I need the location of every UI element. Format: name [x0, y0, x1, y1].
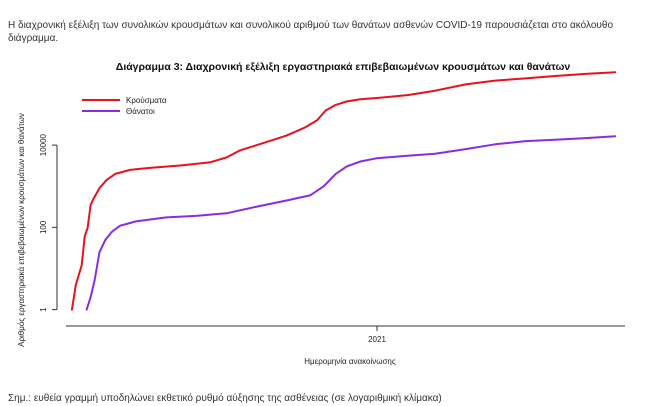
y-axis-label: Αριθμός εργαστηριακά επιβεβαιωμένων κρου… [17, 113, 26, 347]
x-axis-label: Ημερομηνία ανακοίνωσης [304, 357, 396, 366]
x-axis: 2021 [66, 325, 625, 344]
line-chart: Διάγραμμα 3: Διαχρονική εξέλιξη εργαστηρ… [17, 61, 625, 366]
y-tick-label: 10000 [39, 133, 48, 156]
legend-label-cases: Κρούσματα [126, 96, 167, 105]
footnote: Σημ.: ευθεία γραμμή υποδηλώνει εκθετικό … [8, 393, 442, 404]
series-line-cases [70, 71, 617, 311]
x-tick-label: 2021 [368, 335, 386, 344]
series-line-deaths [85, 135, 617, 311]
legend: Κρούσματα Θάνατοι [82, 96, 167, 116]
chart-title: Διάγραμμα 3: Διαχρονική εξέλιξη εργαστηρ… [116, 61, 571, 73]
series-lines [70, 71, 617, 311]
intro-paragraph: Η διαχρονική εξέλιξη των συνολικών κρουσ… [8, 20, 613, 44]
legend-label-deaths: Θάνατοι [126, 107, 155, 116]
y-tick-label: 1 [39, 307, 48, 312]
y-axis: 1 100 10000 [39, 133, 58, 312]
y-tick-label: 100 [39, 220, 48, 234]
